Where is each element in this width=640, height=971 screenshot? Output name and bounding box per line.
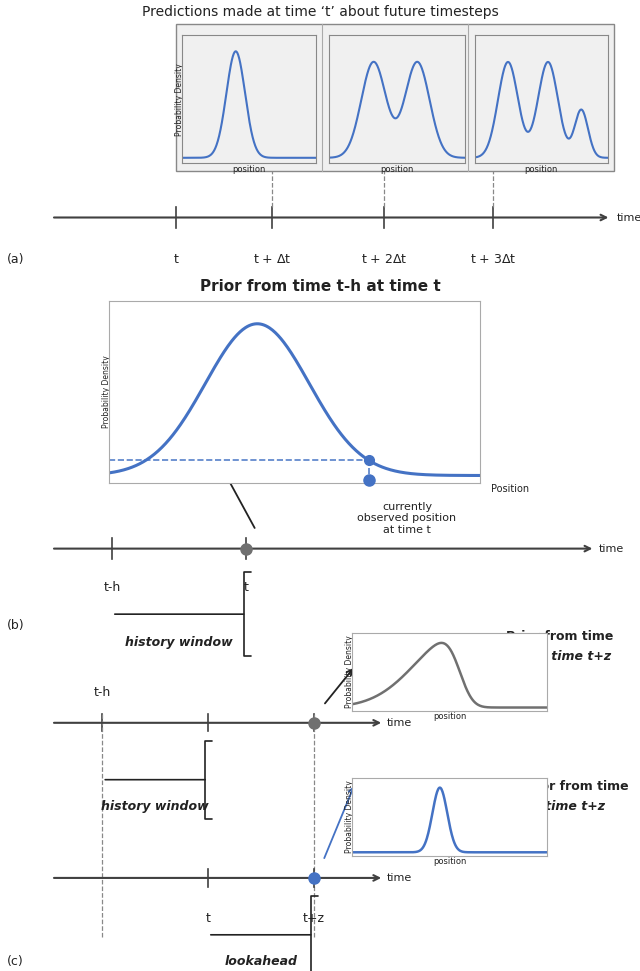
Y-axis label: Probability Density: Probability Density xyxy=(345,781,354,854)
Text: Predictions made at time ‘t’ about future timesteps: Predictions made at time ‘t’ about futur… xyxy=(141,6,499,19)
Text: t + 3$\Delta$t: t + 3$\Delta$t xyxy=(470,252,516,266)
FancyBboxPatch shape xyxy=(176,24,614,171)
Text: (c): (c) xyxy=(6,954,23,967)
Text: (a): (a) xyxy=(6,253,24,266)
Text: time: time xyxy=(598,544,623,553)
X-axis label: position: position xyxy=(525,164,558,174)
Text: Position: Position xyxy=(491,484,529,493)
Text: time: time xyxy=(387,873,412,883)
Text: t + $\Delta$t: t + $\Delta$t xyxy=(253,252,291,266)
Y-axis label: Probability Density: Probability Density xyxy=(102,355,111,428)
Y-axis label: Probability Density: Probability Density xyxy=(175,63,184,136)
Text: history window: history window xyxy=(101,800,209,814)
X-axis label: position: position xyxy=(380,164,413,174)
Text: t + 2$\Delta$t: t + 2$\Delta$t xyxy=(361,252,407,266)
Text: Posterior from time: Posterior from time xyxy=(491,780,629,792)
Text: t-h at time t+z: t-h at time t+z xyxy=(508,651,612,663)
Text: (b): (b) xyxy=(6,619,24,632)
Text: t: t xyxy=(173,252,179,266)
Text: history window: history window xyxy=(125,636,233,649)
Text: Prior from time: Prior from time xyxy=(506,630,614,643)
Text: lookahead: lookahead xyxy=(224,955,298,968)
X-axis label: position: position xyxy=(433,712,467,721)
Text: t: t xyxy=(244,582,249,594)
Text: t-h: t-h xyxy=(104,582,120,594)
X-axis label: position: position xyxy=(433,857,467,866)
Text: time: time xyxy=(616,213,640,222)
Text: t: t xyxy=(205,913,211,925)
Text: t+z: t+z xyxy=(303,913,324,925)
Text: Prior from time t-h at time t: Prior from time t-h at time t xyxy=(200,280,440,294)
Y-axis label: Probability Density: Probability Density xyxy=(345,636,354,708)
Text: currently
observed position
at time t: currently observed position at time t xyxy=(358,502,456,535)
Text: t at time t+z: t at time t+z xyxy=(515,800,605,814)
X-axis label: position: position xyxy=(232,164,266,174)
Text: t-h: t-h xyxy=(94,686,111,699)
Text: time: time xyxy=(387,718,412,728)
